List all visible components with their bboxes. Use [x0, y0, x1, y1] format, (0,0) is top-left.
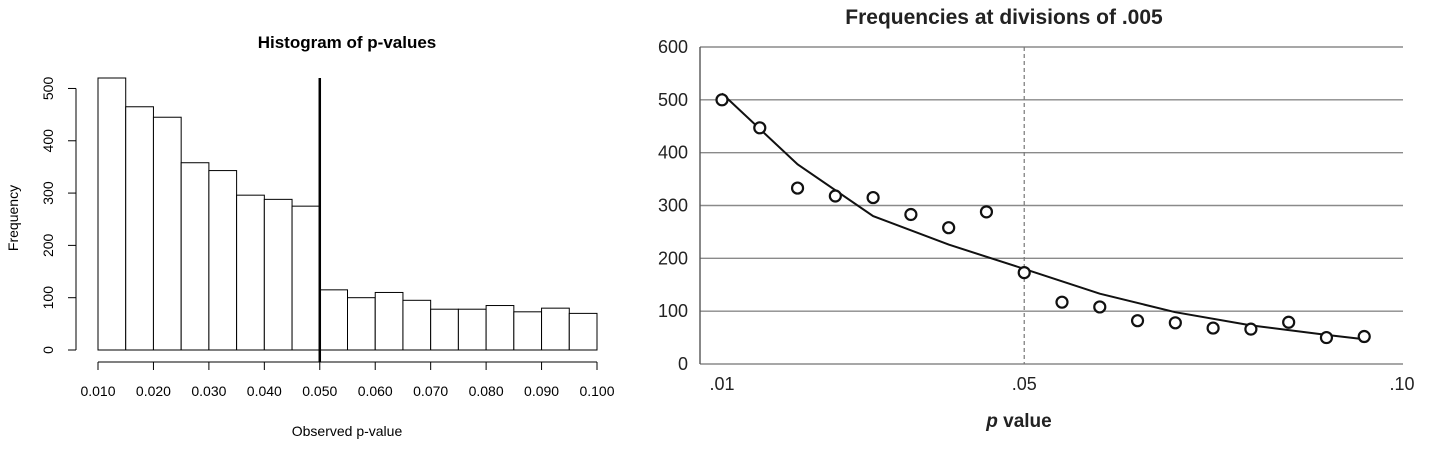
histogram-bar: [97, 77, 127, 351]
scatter-y-tick-label: 0: [678, 354, 688, 374]
scatter-x-axis-label: p value: [985, 411, 1051, 432]
scatter-point: [866, 190, 880, 205]
histogram-y-tick-label: 100: [40, 286, 56, 310]
scatter-x-axis-label-italic: p: [985, 411, 998, 432]
histogram-x-tick-label: 0.090: [524, 383, 559, 399]
scatter-point: [753, 121, 767, 135]
histogram-chart: Histogram of p-values Observed p-value F…: [5, 33, 615, 439]
scatter-x-axis-label-rest: value: [998, 411, 1052, 432]
histogram-bar: [402, 299, 432, 351]
histogram-y-tick-label: 300: [40, 181, 56, 205]
histogram-x-tick-label: 0.050: [302, 383, 337, 399]
histogram-y-tick-label: 500: [40, 77, 56, 101]
histogram-bar: [125, 106, 154, 351]
histogram-x-axis-label: Observed p-value: [292, 423, 403, 439]
histogram-x-tick-label: 0.060: [358, 383, 393, 399]
scatter-point: [790, 181, 805, 195]
histogram-y-tick-label: 400: [40, 129, 56, 153]
histogram-x-tick-label: 0.070: [413, 383, 448, 399]
histogram-title: Histogram of p-values: [258, 33, 437, 52]
histogram-bar: [541, 307, 570, 351]
histogram-bar: [347, 297, 376, 351]
histogram-x-tick-label: 0.100: [579, 383, 614, 399]
scatter-chart: Frequencies at divisions of .005 p value…: [658, 6, 1415, 432]
scatter-point: [715, 93, 729, 107]
scatter-point: [1357, 329, 1371, 344]
scatter-y-tick-label: 600: [658, 37, 688, 57]
scatter-point: [1282, 315, 1296, 329]
histogram-y-tick-label: 0: [40, 346, 56, 354]
histogram-x-tick-label: 0.020: [136, 383, 171, 399]
scatter-point: [1055, 295, 1069, 309]
scatter-title: Frequencies at divisions of .005: [845, 6, 1163, 29]
histogram-bar: [236, 194, 265, 351]
scatter-point: [1319, 330, 1334, 345]
scatter-point: [1093, 300, 1107, 314]
scatter-trend-line: [721, 92, 1365, 341]
histogram-bar: [319, 289, 348, 351]
scatter-point: [1168, 316, 1182, 330]
histogram-x-tick-label: 0.080: [469, 383, 504, 399]
scatter-point: [904, 207, 918, 222]
scatter-y-tick-label: 200: [658, 248, 688, 268]
histogram-bar: [152, 116, 182, 351]
histogram-bar: [208, 170, 238, 351]
scatter-point: [828, 189, 842, 203]
histogram-bar: [291, 205, 321, 351]
scatter-point: [1017, 265, 1031, 280]
scatter-x-tick-label: .10: [1389, 374, 1414, 394]
scatter-x-tick-label: .01: [709, 374, 734, 394]
histogram-bar: [457, 308, 487, 351]
scatter-panel: Frequencies at divisions of .005 p value…: [640, 0, 1440, 454]
histogram-bar: [263, 198, 293, 351]
scatter-y-tick-label: 100: [658, 301, 688, 321]
scatter-y-tick-label: 400: [658, 143, 688, 163]
scatter-point: [942, 221, 956, 235]
scatter-point: [1130, 314, 1145, 328]
histogram-x-tick-label: 0.040: [247, 383, 282, 399]
histogram-bar: [485, 305, 515, 351]
scatter-y-tick-label: 300: [658, 196, 688, 216]
scatter-y-tick-label: 500: [658, 90, 688, 110]
scatter-point: [1244, 322, 1258, 336]
histogram-bar: [430, 308, 459, 351]
histogram-bar: [374, 291, 404, 351]
histogram-x-tick-label: 0.010: [80, 383, 115, 399]
histogram-bar: [180, 162, 210, 351]
histogram-bar: [513, 311, 543, 351]
histogram-x-tick-label: 0.030: [191, 383, 226, 399]
scatter-point: [1206, 321, 1220, 335]
histogram-y-axis-label: Frequency: [5, 185, 21, 251]
scatter-x-tick-label: .05: [1012, 374, 1037, 394]
histogram-y-tick-label: 200: [40, 233, 56, 257]
histogram-panel: Histogram of p-values Observed p-value F…: [0, 0, 640, 454]
histogram-bar: [568, 312, 598, 351]
scatter-point: [979, 205, 994, 219]
